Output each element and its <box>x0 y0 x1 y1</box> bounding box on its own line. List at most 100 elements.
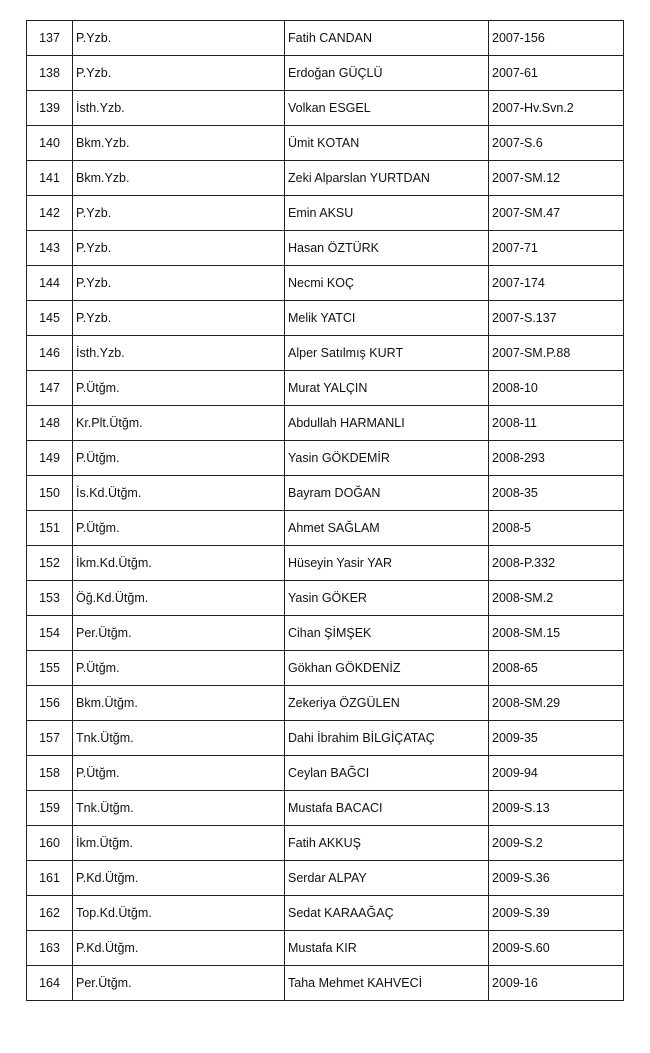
name-cell: Cihan ŞİMŞEK <box>284 615 489 651</box>
name-cell: Yasin GÖKDEMİR <box>284 440 489 476</box>
row-number-cell: 141 <box>26 160 73 196</box>
table-row: 161 P.Kd.Ütğm. Serdar ALPAY 2009-S.36 <box>26 860 624 896</box>
code-cell: 2009-S.2 <box>488 825 624 861</box>
rank-cell: P.Ütğm. <box>72 755 285 791</box>
table-row: 152 İkm.Kd.Ütğm. Hüseyin Yasir YAR 2008-P.3… <box>26 545 624 581</box>
table-row: 140 Bkm.Yzb. Ümit KOTAN 2007-S.6 <box>26 125 624 161</box>
code-cell: 2007-SM.47 <box>488 195 624 231</box>
row-number-cell: 139 <box>26 90 73 126</box>
name-cell: Sedat KARAAĞAÇ <box>284 895 489 931</box>
table-row: 163 P.Kd.Ütğm. Mustafa KIR 2009-S.60 <box>26 930 624 966</box>
row-number-cell: 163 <box>26 930 73 966</box>
name-cell: Fatih AKKUŞ <box>284 825 489 861</box>
rank-cell: P.Ütğm. <box>72 650 285 686</box>
code-cell: 2007-S.6 <box>488 125 624 161</box>
name-cell: Zekeriya ÖZGÜLEN <box>284 685 489 721</box>
row-number-cell: 160 <box>26 825 73 861</box>
code-cell: 2009-S.13 <box>488 790 624 826</box>
rank-cell: Kr.Plt.Ütğm. <box>72 405 285 441</box>
rank-cell: P.Ütğm. <box>72 510 285 546</box>
name-cell: Hüseyin Yasir YAR <box>284 545 489 581</box>
code-cell: 2008-P.332 <box>488 545 624 581</box>
table-row: 141 Bkm.Yzb. Zeki Alparslan YURTDAN 2007-SM… <box>26 160 624 196</box>
code-cell: 2009-94 <box>488 755 624 791</box>
table-row: 162 Top.Kd.Ütğm. Sedat KARAAĞAÇ 2009-S.39 <box>26 895 624 931</box>
row-number-cell: 138 <box>26 55 73 91</box>
name-cell: Yasin GÖKER <box>284 580 489 616</box>
rank-cell: Bkm.Yzb. <box>72 160 285 196</box>
name-cell: Zeki Alparslan YURTDAN <box>284 160 489 196</box>
row-number-cell: 147 <box>26 370 73 406</box>
rank-cell: P.Ütğm. <box>72 370 285 406</box>
name-cell: Emin AKSU <box>284 195 489 231</box>
code-cell: 2007-71 <box>488 230 624 266</box>
name-cell: Alper Satılmış KURT <box>284 335 489 371</box>
rank-cell: P.Yzb. <box>72 265 285 301</box>
code-cell: 2008-65 <box>488 650 624 686</box>
table-row: 137 P.Yzb. Fatih CANDAN 2007-156 <box>26 20 624 56</box>
name-cell: Mustafa BACACI <box>284 790 489 826</box>
rank-cell: P.Kd.Ütğm. <box>72 930 285 966</box>
table-row: 156 Bkm.Ütğm. Zekeriya ÖZGÜLEN 2008-SM.29 <box>26 685 624 721</box>
name-cell: Volkan ESGEL <box>284 90 489 126</box>
code-cell: 2009-35 <box>488 720 624 756</box>
row-number-cell: 137 <box>26 20 73 56</box>
rank-cell: P.Yzb. <box>72 55 285 91</box>
table-row: 146 İsth.Yzb. Alper Satılmış KURT 2007-SM.P… <box>26 335 624 371</box>
rank-cell: İsth.Yzb. <box>72 335 285 371</box>
code-cell: 2009-S.60 <box>488 930 624 966</box>
code-cell: 2009-S.39 <box>488 895 624 931</box>
rank-cell: Tnk.Ütğm. <box>72 720 285 756</box>
code-cell: 2007-S.137 <box>488 300 624 336</box>
rank-cell: Tnk.Ütğm. <box>72 790 285 826</box>
rank-cell: P.Yzb. <box>72 230 285 266</box>
table-row: 145 P.Yzb. Melik YATCI 2007-S.137 <box>26 300 624 336</box>
row-number-cell: 157 <box>26 720 73 756</box>
code-cell: 2008-11 <box>488 405 624 441</box>
rank-cell: P.Yzb. <box>72 20 285 56</box>
code-cell: 2007-61 <box>488 55 624 91</box>
row-number-cell: 144 <box>26 265 73 301</box>
rank-cell: P.Yzb. <box>72 195 285 231</box>
rank-cell: Top.Kd.Ütğm. <box>72 895 285 931</box>
row-number-cell: 164 <box>26 965 73 1001</box>
row-number-cell: 146 <box>26 335 73 371</box>
table-row: 150 İs.Kd.Ütğm. Bayram DOĞAN 2008-35 <box>26 475 624 511</box>
personnel-table: 137 P.Yzb. Fatih CANDAN 2007-156 138 P.Yzb. Er… <box>26 20 624 1001</box>
code-cell: 2007-SM.12 <box>488 160 624 196</box>
code-cell: 2007-Hv.Svn.2 <box>488 90 624 126</box>
name-cell: Ceylan BAĞCI <box>284 755 489 791</box>
rank-cell: Bkm.Ütğm. <box>72 685 285 721</box>
row-number-cell: 148 <box>26 405 73 441</box>
name-cell: Erdoğan GÜÇLÜ <box>284 55 489 91</box>
rank-cell: Per.Ütğm. <box>72 965 285 1001</box>
table-row: 139 İsth.Yzb. Volkan ESGEL 2007-Hv.Svn.2 <box>26 90 624 126</box>
table-row: 138 P.Yzb. Erdoğan GÜÇLÜ 2007-61 <box>26 55 624 91</box>
row-number-cell: 140 <box>26 125 73 161</box>
code-cell: 2008-10 <box>488 370 624 406</box>
name-cell: Mustafa KIR <box>284 930 489 966</box>
rank-cell: P.Ütğm. <box>72 440 285 476</box>
name-cell: Gökhan GÖKDENİZ <box>284 650 489 686</box>
name-cell: Abdullah HARMANLI <box>284 405 489 441</box>
name-cell: Dahi İbrahim BİLGİÇATAÇ <box>284 720 489 756</box>
table-row: 159 Tnk.Ütğm. Mustafa BACACI 2009-S.13 <box>26 790 624 826</box>
name-cell: Ümit KOTAN <box>284 125 489 161</box>
rank-cell: Per.Ütğm. <box>72 615 285 651</box>
name-cell: Ahmet SAĞLAM <box>284 510 489 546</box>
rank-cell: İsth.Yzb. <box>72 90 285 126</box>
name-cell: Bayram DOĞAN <box>284 475 489 511</box>
code-cell: 2007-156 <box>488 20 624 56</box>
table-row: 155 P.Ütğm. Gökhan GÖKDENİZ 2008-65 <box>26 650 624 686</box>
code-cell: 2007-SM.P.88 <box>488 335 624 371</box>
rank-cell: P.Yzb. <box>72 300 285 336</box>
table-body: 137 P.Yzb. Fatih CANDAN 2007-156 138 P.Yzb. Er… <box>26 20 624 1001</box>
row-number-cell: 151 <box>26 510 73 546</box>
table-row: 148 Kr.Plt.Ütğm. Abdullah HARMANLI 2008-11 <box>26 405 624 441</box>
code-cell: 2008-SM.2 <box>488 580 624 616</box>
row-number-cell: 152 <box>26 545 73 581</box>
table-row: 160 İkm.Ütğm. Fatih AKKUŞ 2009-S.2 <box>26 825 624 861</box>
table-row: 144 P.Yzb. Necmi KOÇ 2007-174 <box>26 265 624 301</box>
name-cell: Fatih CANDAN <box>284 20 489 56</box>
table-row: 154 Per.Ütğm. Cihan ŞİMŞEK 2008-SM.15 <box>26 615 624 651</box>
